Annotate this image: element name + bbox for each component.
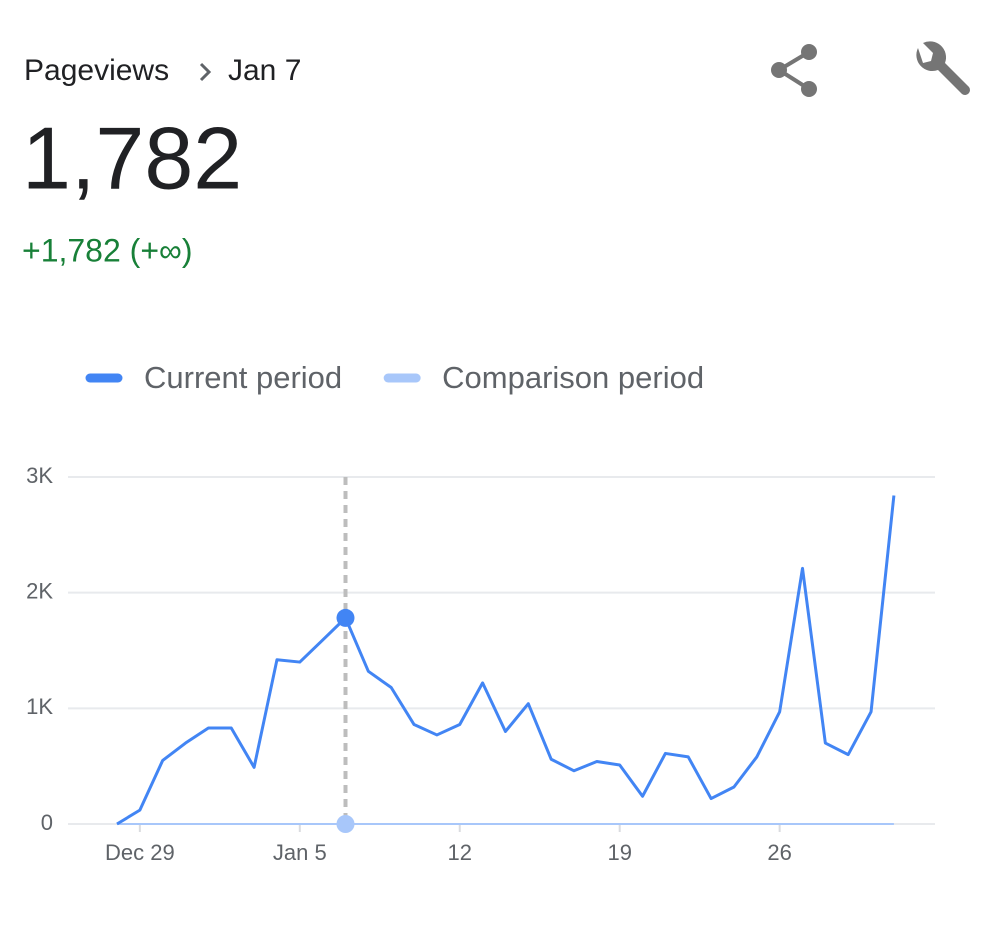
x-tick-label: 19	[607, 840, 631, 865]
plot: 0 1K 2K 3K Dec 29 Jan 5 12 19 26	[26, 463, 935, 865]
x-tick-label: Jan 5	[273, 840, 327, 865]
y-tick-label: 3K	[26, 463, 53, 488]
metric-name[interactable]: Pageviews	[24, 54, 169, 87]
y-tick-label: 0	[41, 810, 53, 835]
share-icon[interactable]	[771, 44, 817, 97]
date-label[interactable]: Jan 7	[228, 54, 301, 87]
breadcrumb-chevron	[199, 62, 212, 82]
y-tick-label: 2K	[26, 578, 53, 603]
legend: Current period Comparison period	[85, 360, 704, 395]
metric-value: 1,782	[22, 108, 242, 207]
settings-icon[interactable]	[916, 41, 970, 95]
metric-change: +1,782 (+∞)	[22, 232, 192, 268]
series-line	[116, 495, 896, 826]
x-tick-label: Dec 29	[105, 840, 175, 865]
x-tick-label: 12	[448, 840, 472, 865]
x-tick-label: 26	[767, 840, 791, 865]
selected-point	[336, 608, 355, 627]
selected-point	[336, 815, 355, 833]
y-tick-label: 1K	[26, 694, 53, 719]
legend-label: Comparison period	[442, 360, 704, 395]
legend-label: Current period	[144, 360, 342, 395]
